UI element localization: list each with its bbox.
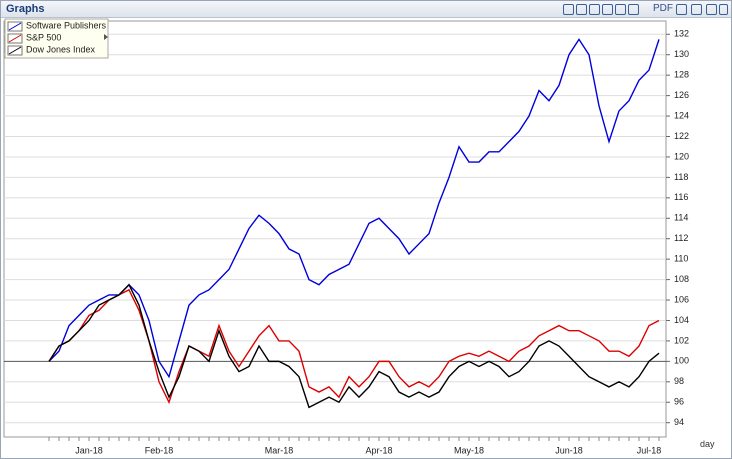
title-bar: Graphs PDF [1, 1, 731, 18]
y-tick-label: 106 [674, 294, 689, 304]
legend: Software Publishers S&P 500 Dow Jones Inde… [4, 18, 109, 59]
x-tick-label: May-18 [454, 445, 484, 455]
zoom-button[interactable] [589, 4, 600, 15]
y-tick-label: 100 [674, 356, 689, 366]
legend-symbol [8, 34, 22, 43]
y-tick-label: 114 [674, 213, 688, 223]
maximize-button[interactable] [706, 4, 717, 15]
legend-symbol [8, 22, 22, 31]
data-line [48, 283, 660, 409]
y-tick-label: 130 [674, 49, 689, 59]
chart: 94 96 98 100 102 104 106 108 110 112 114 116 118 120 1… [3, 18, 689, 455]
y-tick-label: 128 [674, 70, 689, 80]
y-tick-label: 112 [674, 233, 688, 243]
y-tick-label: 116 [674, 192, 688, 202]
y-tick-label: 102 [674, 335, 689, 345]
y-tick-label: 126 [674, 90, 689, 100]
x-tick-label: Feb-18 [145, 445, 174, 455]
close-button[interactable] [719, 4, 728, 15]
y-tick-label: 110 [674, 254, 688, 264]
y-tick-label: 120 [674, 151, 689, 161]
window-title: Graphs [6, 3, 45, 15]
zoom-button[interactable] [563, 4, 574, 15]
x-tick-label: Apr-18 [365, 445, 392, 455]
tool-button[interactable] [615, 4, 626, 15]
y-tick-label: 104 [674, 315, 689, 325]
legend-label: S&P 500 [26, 32, 61, 42]
x-tick-label: Mar-18 [265, 445, 294, 455]
y-tick-label: 124 [674, 110, 689, 120]
y-tick-label: 94 [674, 417, 684, 427]
x-tick-label: Jul-18 [637, 445, 662, 455]
tool-button[interactable] [628, 4, 639, 15]
zoom-button[interactable] [576, 4, 587, 15]
menu-button[interactable] [676, 4, 687, 15]
y-tick-label: 118 [674, 172, 688, 182]
y-tick-label: 132 [674, 29, 689, 39]
plot-area [3, 20, 667, 438]
y-tick-label: 122 [674, 131, 689, 141]
legend-label: Software Publishers [26, 20, 107, 30]
legend-label: Dow Jones Index [26, 44, 96, 54]
y-tick-label: 98 [674, 376, 684, 386]
x-tick-label: Jun-18 [555, 445, 583, 455]
legend-arrow [104, 34, 108, 40]
period-select[interactable]: day [700, 439, 715, 449]
y-tick-label: 96 [674, 397, 684, 407]
minimize-button[interactable] [691, 4, 702, 15]
tool-button[interactable] [602, 4, 613, 15]
y-tick-label: 108 [674, 274, 689, 284]
pdf-button[interactable]: PDF [653, 3, 673, 14]
legend-symbol [8, 46, 22, 55]
x-tick-label: Jan-18 [75, 445, 103, 455]
data-line [48, 38, 660, 379]
